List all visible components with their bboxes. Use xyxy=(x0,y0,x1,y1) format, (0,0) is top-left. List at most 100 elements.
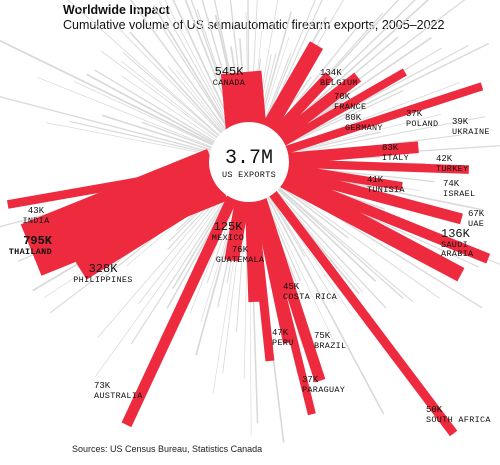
value-label-italy: 83K xyxy=(382,143,399,153)
ray-australia xyxy=(121,190,240,428)
value-label-costa-rica: 45K xyxy=(283,282,300,292)
background-ray xyxy=(164,0,231,127)
country-label-france: FRANCE xyxy=(334,102,366,112)
ray-mexico xyxy=(224,194,251,262)
background-ray xyxy=(167,65,224,132)
background-ray xyxy=(67,0,220,136)
ray-guatemala xyxy=(244,195,260,303)
value-label-south-africa: 50K xyxy=(426,405,443,415)
background-ray xyxy=(287,114,441,153)
value-label-guatemala: 76K xyxy=(232,245,249,255)
ray-costa-rica xyxy=(251,194,292,344)
value-label-belgium: 134K xyxy=(320,68,342,78)
value-label-israel: 74K xyxy=(443,179,460,189)
background-ray xyxy=(259,11,292,124)
value-label-tunisia: 41K xyxy=(367,175,384,185)
country-label-paraguay: PARAGUAY xyxy=(302,385,345,395)
ray-germany xyxy=(272,72,362,146)
background-ray xyxy=(172,195,230,289)
country-label-canada: CANADA xyxy=(213,78,246,88)
background-ray xyxy=(176,69,225,131)
background-ray xyxy=(141,121,212,149)
background-ray xyxy=(265,198,336,346)
country-label-israel: ISRAEL xyxy=(443,189,475,199)
background-ray xyxy=(121,75,217,140)
ray-tunisia xyxy=(281,163,403,191)
value-label-uae: 67K xyxy=(468,209,485,219)
country-label-costa-rica: COSTA RICA xyxy=(283,292,338,302)
ray-south-africa xyxy=(265,186,458,437)
country-label-ukraine: UKRAINE xyxy=(452,127,490,137)
country-label-brazil: BRAZIL xyxy=(314,341,346,351)
background-ray xyxy=(129,0,226,131)
background-ray xyxy=(97,192,224,338)
background-ray xyxy=(260,36,290,124)
ray-saudi-arabia xyxy=(275,171,465,282)
country-label-italy: ITALY xyxy=(382,153,409,163)
background-ray xyxy=(284,42,490,145)
value-label-saudi-arabia: 136K xyxy=(441,227,471,241)
background-ray xyxy=(278,188,404,299)
country-label-germany: GERMANY xyxy=(345,123,383,133)
background-ray xyxy=(267,196,385,415)
ray-belgium xyxy=(259,41,324,137)
country-label-poland: POLAND xyxy=(406,119,438,129)
center-value: 3.7M xyxy=(225,147,273,170)
background-ray xyxy=(116,25,222,134)
chart-subtitle: Cumulative volume of US semiautomatic fi… xyxy=(63,18,445,32)
background-ray xyxy=(277,188,377,283)
country-label-saudi-arabia: ARABIA xyxy=(441,249,474,259)
value-label-poland: 37K xyxy=(406,109,423,119)
country-label-india: INDIA xyxy=(22,216,50,226)
value-label-india: 43K xyxy=(28,206,45,216)
country-label-saudi-arabia: SAUDI xyxy=(441,240,468,250)
ray-poland xyxy=(276,68,407,149)
background-ray xyxy=(269,195,336,304)
value-label-germany: 80K xyxy=(345,113,362,123)
background-ray xyxy=(172,0,233,127)
value-label-mexico: 125K xyxy=(214,220,244,234)
background-ray xyxy=(86,73,215,144)
source-note: Sources: US Census Bureau, Statistics Ca… xyxy=(72,444,263,454)
ray-france xyxy=(268,72,334,141)
ray-turkey xyxy=(282,158,470,174)
center-hub xyxy=(209,122,289,202)
background-ray xyxy=(161,25,228,129)
ray-thailand xyxy=(20,149,228,276)
ray-india xyxy=(6,163,217,209)
value-label-brazil: 75K xyxy=(314,331,331,341)
value-label-france: 70K xyxy=(334,92,351,102)
background-ray xyxy=(101,114,212,151)
country-label-mexico: MEXICO xyxy=(212,233,244,243)
value-label-canada: 545K xyxy=(215,65,245,79)
background-ray xyxy=(184,0,236,126)
center-label: US EXPORTS xyxy=(222,170,276,180)
background-ray xyxy=(206,199,237,284)
background-ray xyxy=(129,31,223,134)
background-ray xyxy=(0,96,211,153)
country-label-uae: UAE xyxy=(468,219,484,229)
background-ray xyxy=(285,90,404,146)
background-ray xyxy=(101,50,218,139)
background-ray xyxy=(275,190,387,309)
chart-title: Worldwide Impact xyxy=(63,3,170,17)
background-ray xyxy=(0,39,214,146)
country-label-thailand: THAILAND xyxy=(9,247,52,257)
background-ray xyxy=(37,77,213,148)
value-label-paraguay: 37K xyxy=(302,375,319,385)
ray-canada xyxy=(220,70,267,130)
background-ray xyxy=(69,120,211,154)
background-ray xyxy=(287,131,381,154)
value-label-ukraine: 39K xyxy=(452,117,469,127)
ray-ukraine xyxy=(280,82,484,156)
value-label-australia: 73K xyxy=(94,381,111,391)
background-ray xyxy=(152,5,229,129)
background-ray xyxy=(288,116,486,155)
background-ray xyxy=(122,52,220,137)
background-ray xyxy=(262,53,292,125)
background-ray xyxy=(94,194,227,378)
background-ray xyxy=(159,1,230,128)
country-label-belgium: BELGIUM xyxy=(320,78,358,88)
